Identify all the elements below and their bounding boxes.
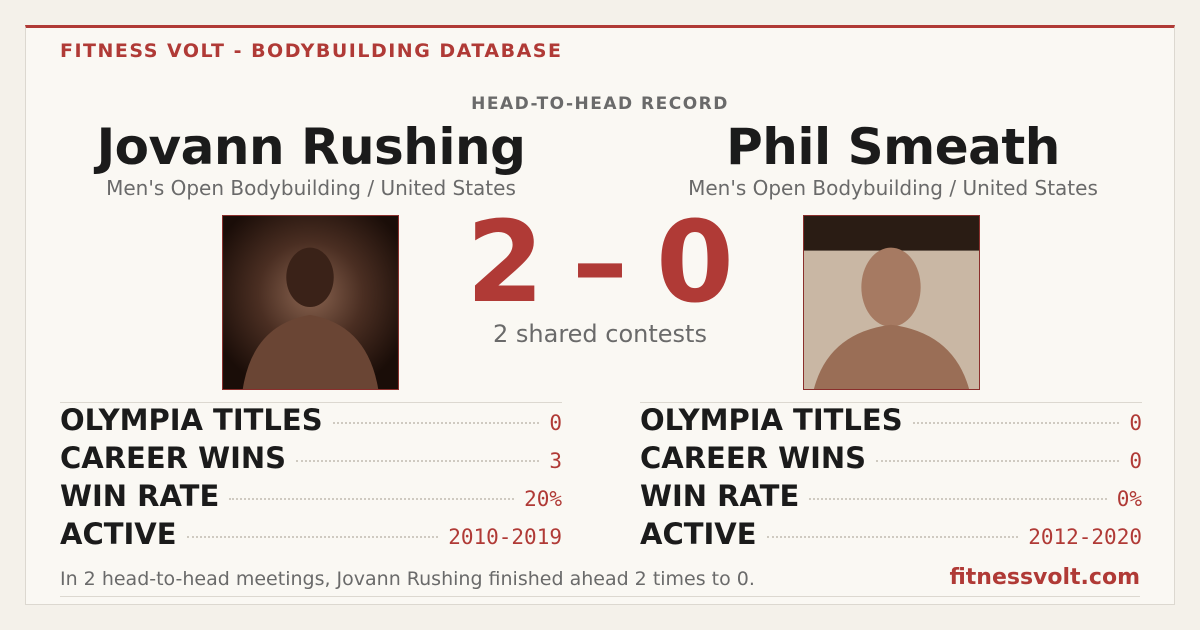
stats-list: OLYMPIA TITLES 0 CAREER WINS 0 WIN RATE 0% ACT… xyxy=(640,402,1142,555)
athlete-division: Men's Open Bodybuilding / United States xyxy=(688,176,1098,200)
stat-label: CAREER WINS xyxy=(60,441,287,475)
stat-label: WIN RATE xyxy=(60,479,220,513)
athlete-photo xyxy=(222,215,399,390)
stat-row: OLYMPIA TITLES 0 xyxy=(60,403,562,441)
stat-label: OLYMPIA TITLES xyxy=(60,403,323,437)
leader xyxy=(876,460,1120,462)
stat-row: CAREER WINS 3 xyxy=(60,441,562,479)
stat-row: CAREER WINS 0 xyxy=(640,441,1142,479)
footer-link[interactable]: fitnessvolt.com xyxy=(949,565,1140,590)
card xyxy=(25,25,1175,605)
leader xyxy=(766,536,1019,538)
leader xyxy=(296,460,540,462)
score: 2–0 xyxy=(0,198,1200,328)
stat-label: WIN RATE xyxy=(640,479,800,513)
stat-value: 0 xyxy=(1129,449,1142,473)
athlete-name: Phil Smeath xyxy=(726,118,1060,176)
stat-value: 2012-2020 xyxy=(1028,525,1142,549)
brand: FITNESS VOLT - BODYBUILDING DATABASE xyxy=(60,40,563,62)
stat-row: WIN RATE 0% xyxy=(640,479,1142,517)
stat-value: 2010-2019 xyxy=(448,525,562,549)
score-left: 2 xyxy=(466,198,544,328)
stat-label: OLYMPIA TITLES xyxy=(640,403,903,437)
leader xyxy=(186,536,439,538)
leader xyxy=(809,498,1107,500)
stat-row: ACTIVE 2012-2020 xyxy=(640,517,1142,555)
leader xyxy=(229,498,515,500)
score-separator: – xyxy=(572,198,628,328)
stat-value: 0 xyxy=(549,411,562,435)
stat-value: 0 xyxy=(1129,411,1142,435)
footer-summary: In 2 head-to-head meetings, Jovann Rushi… xyxy=(60,568,755,590)
stat-value: 3 xyxy=(549,449,562,473)
section-label: HEAD-TO-HEAD RECORD xyxy=(471,94,729,114)
athlete-name: Jovann Rushing xyxy=(96,118,526,176)
stats-list: OLYMPIA TITLES 0 CAREER WINS 3 WIN RATE 20% AC… xyxy=(60,402,562,555)
stat-row: OLYMPIA TITLES 0 xyxy=(640,403,1142,441)
stat-value: 20% xyxy=(524,487,562,511)
athlete-photo xyxy=(803,215,980,390)
stat-value: 0% xyxy=(1116,487,1142,511)
divider xyxy=(60,596,1140,597)
stat-row: WIN RATE 20% xyxy=(60,479,562,517)
stat-row: ACTIVE 2010-2019 xyxy=(60,517,562,555)
leader xyxy=(912,422,1120,424)
stat-label: ACTIVE xyxy=(60,517,177,551)
stat-label: ACTIVE xyxy=(640,517,757,551)
athlete-division: Men's Open Bodybuilding / United States xyxy=(106,176,516,200)
score-right: 0 xyxy=(656,198,734,328)
score-caption: 2 shared contests xyxy=(493,320,707,348)
leader xyxy=(332,422,540,424)
stat-label: CAREER WINS xyxy=(640,441,867,475)
